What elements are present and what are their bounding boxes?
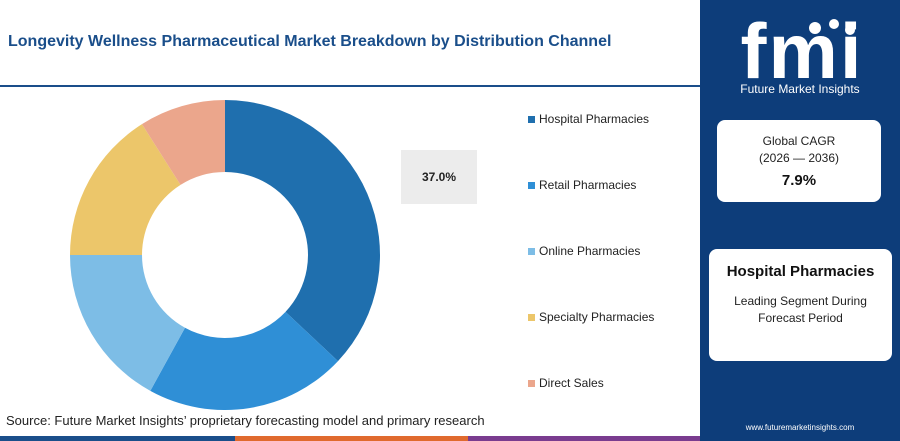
highlight-value-callout: 37.0% <box>401 150 477 204</box>
chart-title: Longevity Wellness Pharmaceutical Market… <box>8 33 612 50</box>
legend-label: Specialty Pharmacies <box>539 310 655 324</box>
bottom-accent-bar-orange <box>235 436 468 441</box>
bottom-accent-bar-purple <box>468 436 700 441</box>
donut-chart <box>69 100 380 411</box>
website-url: www.futuremarketinsights.com <box>745 423 855 432</box>
legend-label: Hospital Pharmacies <box>539 112 650 126</box>
title-divider <box>0 85 700 87</box>
leading-segment-card: Hospital Pharmacies Leading Segment Duri… <box>709 249 892 361</box>
cagr-label: Global CAGR <box>762 134 836 148</box>
brand-name: Future Market Insights <box>740 82 860 96</box>
leading-segment-caption: Leading Segment During Forecast Period <box>734 294 867 325</box>
cagr-card: Global CAGR (2026 — 2036) 7.9% <box>717 120 881 202</box>
legend-swatch <box>528 115 535 123</box>
leading-segment-name: Hospital Pharmacies <box>726 263 875 280</box>
legend-label: Retail Pharmacies <box>539 178 637 192</box>
donut-slice-specialty-pharmacies <box>70 124 181 255</box>
bottom-accent-bar-blue <box>0 436 235 441</box>
legend-item-specialty-pharmacies: Specialty Pharmacies <box>528 310 654 324</box>
brand-panel <box>700 0 900 441</box>
legend-item-online-pharmacies: Online Pharmacies <box>528 244 640 258</box>
donut-slice-hospital-pharmacies <box>225 100 380 362</box>
legend-swatch <box>528 181 535 189</box>
globe-icon <box>809 19 855 35</box>
legend-item-retail-pharmacies: Retail Pharmacies <box>528 178 636 192</box>
legend-label: Online Pharmacies <box>539 244 641 258</box>
legend-swatch <box>528 379 535 387</box>
legend-swatch <box>528 313 535 321</box>
legend-item-hospital-pharmacies: Hospital Pharmacies <box>528 112 649 126</box>
logo-text: fmi <box>741 10 864 95</box>
legend-item-direct-sales: Direct Sales <box>528 376 604 390</box>
legend-label: Direct Sales <box>539 376 604 390</box>
donut-slice-online-pharmacies <box>69 255 186 391</box>
cagr-period: (2026 — 2036) <box>758 151 840 165</box>
fmi-logo: fmi <box>741 10 864 95</box>
donut-slice-direct-sales <box>141 100 225 185</box>
legend-swatch <box>528 247 535 255</box>
cagr-value: 7.9% <box>781 172 817 189</box>
donut-slice-retail-pharmacies <box>150 311 338 411</box>
source-note: Source: Future Market Insights’ propriet… <box>6 413 485 428</box>
